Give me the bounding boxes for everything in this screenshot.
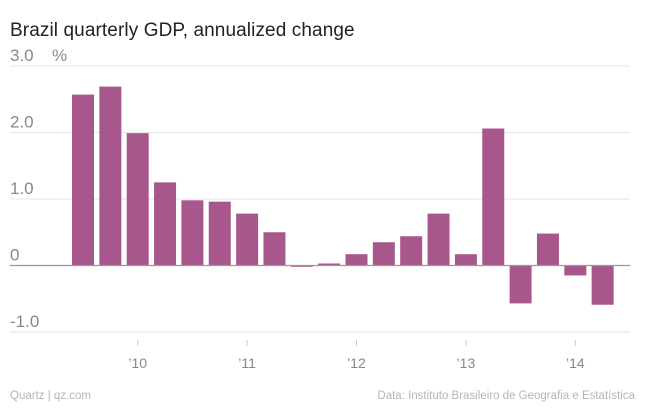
bar <box>126 133 149 266</box>
bar <box>509 265 532 304</box>
bar <box>591 265 614 305</box>
y-tick-label: 1.0 <box>10 179 34 198</box>
bar <box>181 200 204 266</box>
x-tick-label: ’13 <box>457 355 476 371</box>
bar <box>290 265 313 267</box>
y-tick-label: 3.0 <box>10 46 34 65</box>
bar <box>236 213 259 266</box>
y-axis-labels: 3.0 % 2.0 1.0 0 -1.0 <box>10 46 67 331</box>
y-unit-label: % <box>52 46 67 65</box>
bar <box>482 128 505 266</box>
footer-credit: Quartz | qz.com <box>10 390 91 402</box>
bar <box>564 265 587 276</box>
y-tick-label: 2.0 <box>10 113 34 132</box>
chart-title: Brazil quarterly GDP, annualized change <box>10 20 355 41</box>
bar <box>99 86 122 266</box>
bar <box>372 242 395 266</box>
bar <box>263 232 286 266</box>
y-tick-label: -1.0 <box>10 312 39 331</box>
x-tick-label: ’10 <box>128 355 147 371</box>
bar <box>154 182 177 266</box>
bar <box>536 233 559 266</box>
bar <box>400 236 423 266</box>
y-tick-label: 0 <box>10 246 19 265</box>
bar <box>208 201 231 266</box>
x-tick-label: ’11 <box>238 355 256 371</box>
bars-layer <box>72 86 614 305</box>
x-tick-label: ’12 <box>347 355 366 371</box>
bar <box>345 254 368 266</box>
bar <box>454 254 477 266</box>
bar <box>427 213 450 266</box>
bar <box>72 94 94 266</box>
x-axis-labels: ’10 ’11 ’12 ’13 ’14 <box>128 340 585 371</box>
x-tick-label: ’14 <box>566 355 585 371</box>
bar <box>318 263 341 266</box>
footer-data-source: Data: Instituto Brasileiro de Geografia … <box>377 390 635 402</box>
